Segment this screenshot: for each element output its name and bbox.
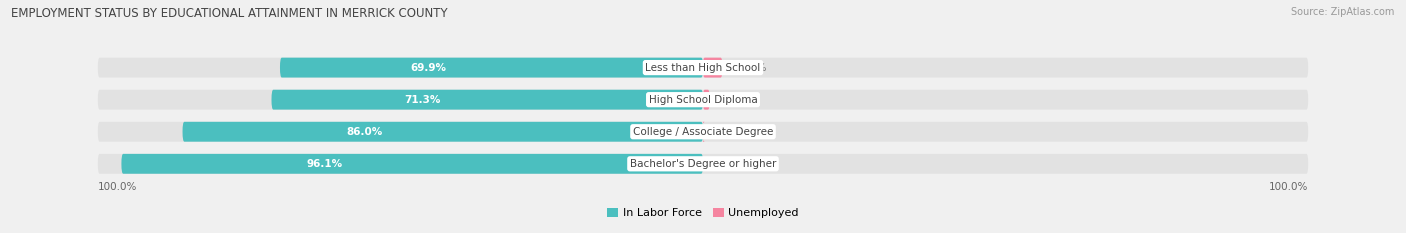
Text: 0.2%: 0.2% (723, 127, 749, 137)
Text: Less than High School: Less than High School (645, 63, 761, 73)
Text: 100.0%: 100.0% (1268, 182, 1308, 192)
FancyBboxPatch shape (183, 122, 703, 142)
FancyBboxPatch shape (280, 58, 703, 78)
Text: 3.2%: 3.2% (741, 63, 768, 73)
FancyBboxPatch shape (98, 58, 1308, 78)
FancyBboxPatch shape (703, 90, 710, 110)
FancyBboxPatch shape (703, 58, 723, 78)
FancyBboxPatch shape (121, 154, 703, 174)
Text: EMPLOYMENT STATUS BY EDUCATIONAL ATTAINMENT IN MERRICK COUNTY: EMPLOYMENT STATUS BY EDUCATIONAL ATTAINM… (11, 7, 449, 20)
Text: College / Associate Degree: College / Associate Degree (633, 127, 773, 137)
FancyBboxPatch shape (703, 122, 704, 142)
Legend: In Labor Force, Unemployed: In Labor Force, Unemployed (607, 208, 799, 218)
FancyBboxPatch shape (271, 90, 703, 110)
Text: 86.0%: 86.0% (346, 127, 382, 137)
FancyBboxPatch shape (98, 154, 1308, 174)
Text: High School Diploma: High School Diploma (648, 95, 758, 105)
Text: Source: ZipAtlas.com: Source: ZipAtlas.com (1291, 7, 1395, 17)
Text: 100.0%: 100.0% (98, 182, 138, 192)
Text: 1.1%: 1.1% (728, 95, 754, 105)
Text: 69.9%: 69.9% (411, 63, 446, 73)
Text: Bachelor's Degree or higher: Bachelor's Degree or higher (630, 159, 776, 169)
Text: 71.3%: 71.3% (405, 95, 440, 105)
Text: 96.1%: 96.1% (307, 159, 343, 169)
FancyBboxPatch shape (98, 90, 1308, 110)
FancyBboxPatch shape (98, 122, 1308, 142)
Text: 0.0%: 0.0% (721, 159, 748, 169)
